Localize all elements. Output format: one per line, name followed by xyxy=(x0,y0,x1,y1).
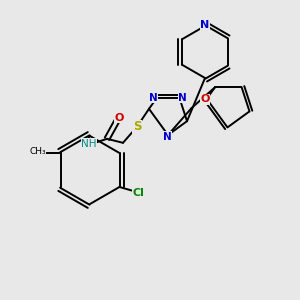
Text: NH: NH xyxy=(81,139,97,149)
Text: N: N xyxy=(200,20,210,30)
Text: Cl: Cl xyxy=(133,188,144,198)
Text: CH₃: CH₃ xyxy=(29,148,46,157)
Text: S: S xyxy=(133,120,141,133)
Text: N: N xyxy=(163,132,171,142)
Text: N: N xyxy=(149,93,158,103)
Text: O: O xyxy=(114,113,124,123)
Text: N: N xyxy=(178,93,187,103)
Text: O: O xyxy=(200,94,210,104)
